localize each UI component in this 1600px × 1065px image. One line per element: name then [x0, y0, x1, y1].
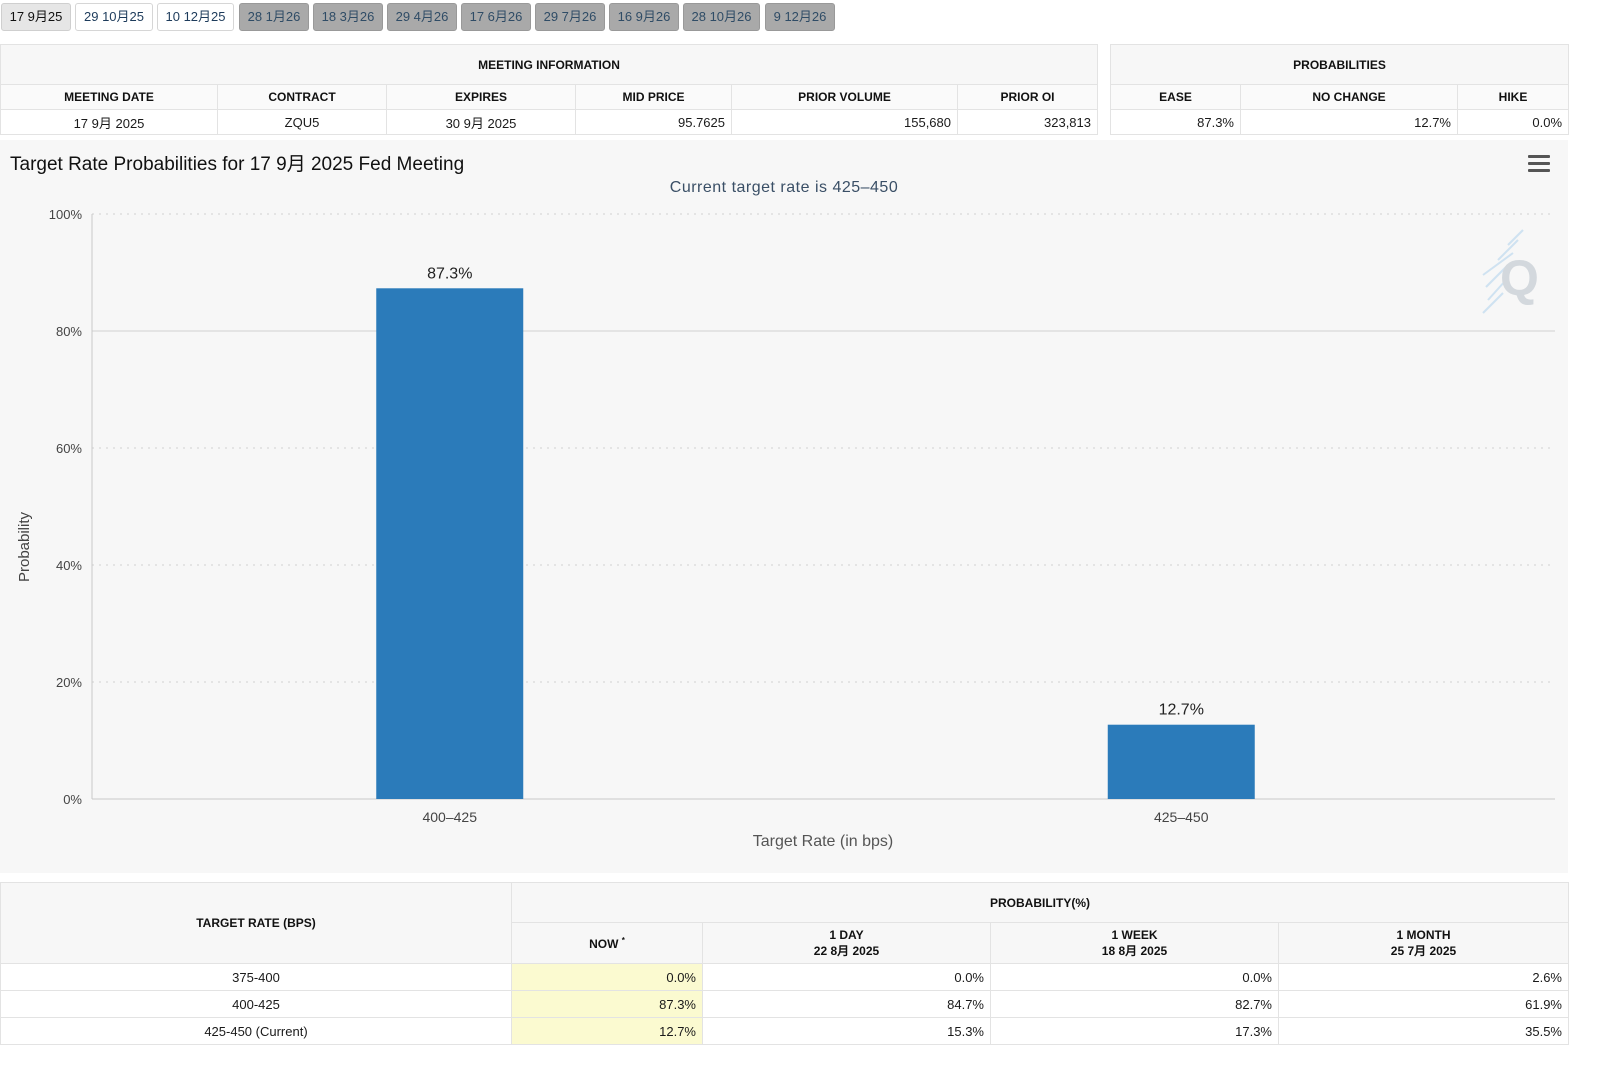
tab-meeting-7[interactable]: 29 7月26 [535, 3, 605, 31]
bar-1 [1107, 724, 1255, 799]
bar-0 [376, 288, 524, 799]
tab-meeting-6[interactable]: 17 6月26 [461, 3, 531, 31]
row-now: 0.0% [511, 963, 703, 991]
y-tick-label: 0% [63, 792, 82, 807]
y-tick-label: 80% [56, 324, 82, 339]
row-now: 12.7% [511, 1017, 703, 1045]
tab-meeting-5[interactable]: 29 4月26 [387, 3, 457, 31]
chart-title: Target Rate Probabilities for 17 9月 2025… [10, 154, 465, 175]
meeting-info-title: MEETING INFORMATION [0, 44, 1098, 85]
x-axis-label: Target Rate (in bps) [753, 833, 894, 850]
table-row: 375-400 0.0% 0.0% 0.0% 2.6% [0, 963, 1569, 991]
tab-meeting-1[interactable]: 29 10月25 [75, 3, 153, 31]
svg-text:Q: Q [1500, 250, 1539, 306]
row-rate: 425-450 (Current) [0, 1017, 512, 1045]
x-tick-label: 400–425 [422, 809, 477, 825]
row-1-week: 82.7% [990, 990, 1279, 1018]
table-row: 425-450 (Current) 12.7% 15.3% 17.3% 35.5… [0, 1017, 1569, 1045]
y-axis-label: Probability [16, 511, 33, 582]
probability-bar-chart: Probability Target Rate (in bps) 0% 20% 40… [16, 207, 1555, 850]
col-no-change: NO CHANGE [1240, 84, 1458, 110]
col-meeting-date: MEETING DATE [0, 84, 218, 110]
row-1-month: 35.5% [1278, 1017, 1569, 1045]
tab-meeting-2[interactable]: 10 12月25 [157, 3, 234, 31]
quikstrike-logo-icon: Q [1482, 229, 1539, 314]
hamburger-menu-icon[interactable] [1528, 155, 1550, 173]
probabilities-title: PROBABILITIES [1109, 44, 1570, 85]
tab-meeting-10[interactable]: 9 12月26 [765, 3, 835, 31]
col-ease: EASE [1110, 84, 1241, 110]
row-1-day: 0.0% [702, 963, 991, 991]
tab-meeting-3[interactable]: 28 1月26 [239, 3, 309, 31]
table-row: 400-425 87.3% 84.7% 82.7% 61.9% [0, 990, 1569, 1018]
meeting-info-table: MEETING INFORMATION MEETING DATE CONTRAC… [0, 44, 1098, 135]
chart-subtitle: Current target rate is 425–450 [669, 179, 899, 196]
col-hike: HIKE [1456, 84, 1570, 110]
row-1-day: 84.7% [702, 990, 991, 1018]
col-contract: CONTRACT [217, 84, 387, 110]
expires-value: 30 9月 2025 [386, 109, 576, 135]
y-tick-label: 100% [49, 207, 83, 222]
row-now: 87.3% [511, 990, 703, 1018]
prior-volume-value: 155,680 [731, 109, 958, 135]
row-1-week: 0.0% [990, 963, 1279, 991]
col-1-month: 1 MONTH 25 7月 2025 [1278, 922, 1569, 964]
x-tick-label: 425–450 [1154, 809, 1209, 825]
col-1-day: 1 DAY 22 8月 2025 [702, 922, 991, 964]
col-1-week: 1 WEEK 18 8月 2025 [990, 922, 1279, 964]
meeting-date-value: 17 9月 2025 [0, 109, 218, 135]
tab-meeting-0[interactable]: 17 9月25 [1, 3, 71, 31]
row-1-month: 61.9% [1278, 990, 1569, 1018]
row-1-week: 17.3% [990, 1017, 1279, 1045]
contract-value: ZQU5 [217, 109, 387, 135]
hike-value: 0.0% [1456, 109, 1570, 135]
col-now: NOW * [511, 922, 703, 964]
col-expires: EXPIRES [386, 84, 576, 110]
probabilities-table: PROBABILITIES EASE NO CHANGE HIKE 87.3% … [1109, 44, 1570, 135]
y-tick-label: 60% [56, 441, 82, 456]
row-rate: 375-400 [0, 963, 512, 991]
mid-price-value: 95.7625 [575, 109, 732, 135]
row-1-month: 2.6% [1278, 963, 1569, 991]
y-tick-label: 20% [56, 675, 82, 690]
tab-meeting-9[interactable]: 28 10月26 [683, 3, 760, 31]
y-tick-label: 40% [56, 558, 82, 573]
ease-value: 87.3% [1110, 109, 1241, 135]
col-target-rate: TARGET RATE (BPS) [0, 882, 512, 964]
col-prior-oi: PRIOR OI [957, 84, 1098, 110]
tab-meeting-4[interactable]: 18 3月26 [313, 3, 383, 31]
col-mid-price: MID PRICE [575, 84, 732, 110]
col-prior-volume: PRIOR VOLUME [731, 84, 958, 110]
chart-panel: Target Rate Probabilities for 17 9月 2025… [0, 140, 1568, 873]
row-rate: 400-425 [0, 990, 512, 1018]
tab-meeting-8[interactable]: 16 9月26 [609, 3, 679, 31]
data-label: 87.3% [427, 265, 472, 282]
data-label: 12.7% [1159, 702, 1204, 719]
prior-oi-value: 323,813 [957, 109, 1098, 135]
col-probability-group: PROBABILITY(%) [511, 882, 1569, 923]
target-rate-table: TARGET RATE (BPS) PROBABILITY(%) NOW * 1… [0, 882, 1569, 1045]
no-change-value: 12.7% [1240, 109, 1458, 135]
row-1-day: 15.3% [702, 1017, 991, 1045]
